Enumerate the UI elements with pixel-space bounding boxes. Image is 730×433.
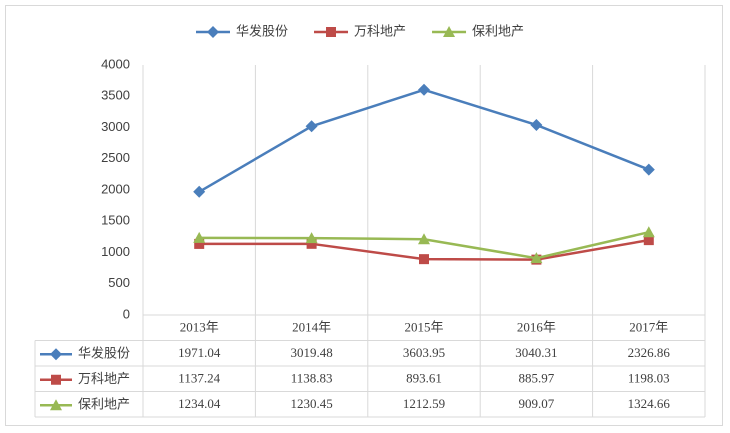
table-cell: 2326.86: [628, 345, 671, 360]
legend-label: 保利地产: [472, 23, 524, 38]
table-cell: 1138.83: [291, 371, 333, 386]
data-point: [418, 233, 430, 245]
data-point: [642, 163, 655, 176]
table-cell: 885.97: [519, 371, 555, 386]
table-cell: 1234.04: [178, 396, 221, 411]
table-row-header: 保利地产: [78, 397, 130, 412]
y-tick-label: 3000: [101, 119, 130, 134]
legend-marker: [326, 27, 337, 37]
y-tick-label: 4000: [101, 56, 130, 71]
y-tick-label: 1500: [101, 213, 130, 228]
data-point: [643, 235, 654, 246]
y-tick-label: 1000: [101, 244, 130, 259]
legend-label: 华发股份: [236, 23, 288, 38]
table-cell: 3603.95: [403, 345, 445, 360]
table-row-header: 华发股份: [78, 346, 130, 361]
table-cell: 1137.24: [178, 371, 220, 386]
legend-marker: [207, 26, 219, 38]
table-legend-marker: [50, 348, 62, 361]
table-row-header: 万科地产: [78, 371, 130, 386]
y-tick-label: 2500: [101, 150, 130, 165]
table-legend-marker: [50, 399, 62, 411]
table-cell: 1198.03: [628, 371, 670, 386]
x-tick-label: 2013年: [180, 320, 219, 335]
data-point: [530, 118, 543, 131]
data-point: [419, 254, 429, 265]
table-cell: 1324.66: [628, 396, 671, 411]
legend-label: 万科地产: [354, 23, 406, 38]
table-legend-marker: [51, 374, 61, 385]
y-tick-label: 0: [123, 306, 130, 321]
table-cell: 893.61: [406, 371, 442, 386]
data-point: [530, 252, 543, 264]
x-tick-label: 2014年: [292, 320, 331, 335]
data-point: [193, 185, 206, 198]
table-cell: 3019.48: [290, 345, 332, 360]
x-tick-label: 2015年: [404, 320, 443, 335]
y-tick-label: 3500: [101, 88, 130, 103]
table-cell: 3040.31: [515, 345, 557, 360]
table-cell: 1212.59: [403, 396, 445, 411]
data-point: [193, 231, 206, 243]
chart-border: [5, 5, 723, 426]
table-cell: 1971.04: [178, 345, 221, 360]
x-tick-label: 2017年: [629, 320, 668, 335]
y-tick-label: 500: [108, 275, 130, 290]
data-point: [305, 232, 318, 244]
y-tick-label: 2000: [101, 181, 130, 196]
x-tick-label: 2016年: [517, 320, 556, 335]
legend-marker: [443, 26, 456, 37]
table-cell: 909.07: [519, 396, 555, 411]
data-point: [418, 83, 430, 96]
data-point: [642, 226, 655, 238]
data-point: [305, 120, 318, 133]
table-cell: 1230.45: [290, 396, 332, 411]
